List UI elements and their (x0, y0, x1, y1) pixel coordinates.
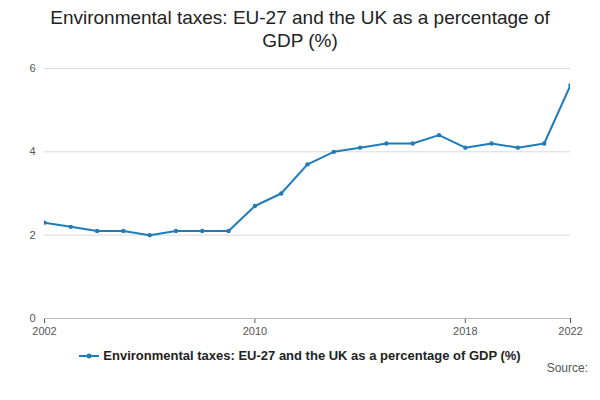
svg-text:2: 2 (29, 229, 35, 241)
svg-text:2022: 2022 (558, 325, 582, 337)
svg-text:2018: 2018 (453, 325, 477, 337)
svg-text:0: 0 (29, 312, 35, 324)
svg-text:4: 4 (29, 145, 35, 157)
html-text:Environmental taxes: EU-27 and: Environmental taxes: EU-27 and the UK as… (50, 7, 550, 51)
svg-text:2010: 2010 (243, 325, 267, 337)
svg-text:2002: 2002 (32, 325, 56, 337)
html-text:Source:: Source: (546, 361, 588, 375)
svg-text:6: 6 (29, 62, 35, 74)
html-text:Environmental taxes: EU-27 and: Environmental taxes: EU-27 and the UK as… (103, 348, 521, 363)
